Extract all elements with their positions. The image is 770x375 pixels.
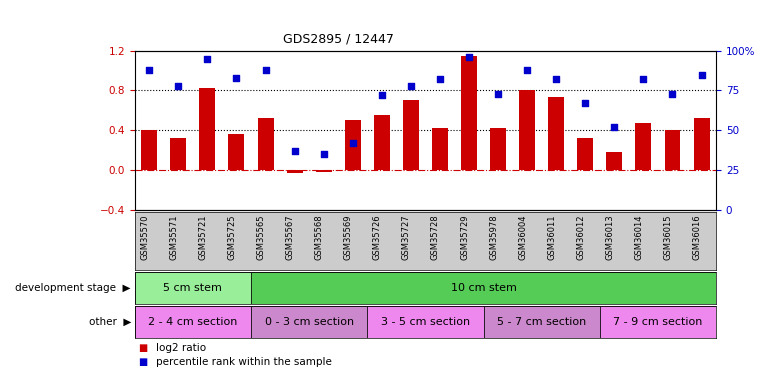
Point xyxy=(376,92,388,98)
Text: GSM35571: GSM35571 xyxy=(169,215,179,260)
Bar xyxy=(665,130,681,170)
Point xyxy=(666,91,678,97)
Point xyxy=(579,100,591,106)
Text: GSM35978: GSM35978 xyxy=(489,215,498,260)
Text: GSM36013: GSM36013 xyxy=(605,215,614,260)
Text: 3 - 5 cm section: 3 - 5 cm section xyxy=(381,316,470,327)
Point xyxy=(317,151,330,157)
Bar xyxy=(432,128,448,170)
Bar xyxy=(694,118,710,170)
Bar xyxy=(135,272,251,304)
Bar xyxy=(635,123,651,170)
Point xyxy=(550,76,562,82)
Bar xyxy=(141,130,157,170)
Bar xyxy=(286,170,303,173)
Point xyxy=(230,75,243,81)
Bar xyxy=(578,138,594,170)
Text: GSM35726: GSM35726 xyxy=(373,215,382,260)
Text: 7 - 9 cm section: 7 - 9 cm section xyxy=(613,316,703,327)
Bar xyxy=(199,88,216,170)
Text: GSM35567: GSM35567 xyxy=(286,215,295,260)
Bar xyxy=(600,306,716,338)
Bar xyxy=(345,120,361,170)
Text: GSM35725: GSM35725 xyxy=(227,215,236,260)
Text: ■: ■ xyxy=(139,357,148,368)
Point xyxy=(492,91,504,97)
Bar xyxy=(484,306,600,338)
Bar xyxy=(548,98,564,170)
Text: ■: ■ xyxy=(139,343,148,353)
Text: 5 cm stem: 5 cm stem xyxy=(163,283,223,293)
Bar xyxy=(170,138,186,170)
Text: GSM35565: GSM35565 xyxy=(256,215,266,260)
Text: GSM35568: GSM35568 xyxy=(315,215,323,260)
Point xyxy=(143,67,156,73)
Point xyxy=(695,72,708,78)
Text: GDS2895 / 12447: GDS2895 / 12447 xyxy=(283,32,393,45)
Text: GSM36004: GSM36004 xyxy=(518,215,527,260)
Text: other  ▶: other ▶ xyxy=(89,316,131,327)
Text: GSM35721: GSM35721 xyxy=(199,215,207,260)
Text: 5 - 7 cm section: 5 - 7 cm section xyxy=(497,316,586,327)
Bar xyxy=(135,306,251,338)
Text: GSM36012: GSM36012 xyxy=(576,215,585,260)
Text: GSM35728: GSM35728 xyxy=(431,215,440,260)
Bar xyxy=(229,134,245,170)
Bar xyxy=(251,272,716,304)
Text: GSM35729: GSM35729 xyxy=(460,215,469,260)
Text: GSM36011: GSM36011 xyxy=(547,215,556,260)
Point xyxy=(463,54,475,60)
Point xyxy=(434,76,446,82)
Text: development stage  ▶: development stage ▶ xyxy=(15,283,131,293)
Point xyxy=(346,140,359,146)
Point xyxy=(521,67,534,73)
Point xyxy=(172,83,185,89)
Text: 0 - 3 cm section: 0 - 3 cm section xyxy=(265,316,353,327)
Point xyxy=(201,56,213,62)
Text: percentile rank within the sample: percentile rank within the sample xyxy=(156,357,331,368)
Point xyxy=(608,124,621,130)
Text: 2 - 4 cm section: 2 - 4 cm section xyxy=(148,316,238,327)
Text: log2 ratio: log2 ratio xyxy=(156,343,206,353)
Point xyxy=(638,76,650,82)
Point xyxy=(259,67,272,73)
Bar xyxy=(606,152,622,170)
Bar xyxy=(251,306,367,338)
Bar xyxy=(461,56,477,170)
Bar xyxy=(373,116,390,170)
Bar xyxy=(257,118,273,170)
Point xyxy=(405,83,417,89)
Point xyxy=(289,148,301,154)
Text: GSM36015: GSM36015 xyxy=(664,215,672,260)
Bar xyxy=(403,100,419,170)
Bar xyxy=(519,90,535,170)
Text: 10 cm stem: 10 cm stem xyxy=(450,283,517,293)
Text: GSM35727: GSM35727 xyxy=(402,215,411,260)
Text: GSM36016: GSM36016 xyxy=(692,215,701,260)
Text: GSM35570: GSM35570 xyxy=(140,215,149,260)
Text: GSM35569: GSM35569 xyxy=(343,215,353,260)
Bar xyxy=(490,128,506,170)
Text: GSM36014: GSM36014 xyxy=(634,215,644,260)
Bar xyxy=(316,170,332,172)
Bar xyxy=(367,306,484,338)
